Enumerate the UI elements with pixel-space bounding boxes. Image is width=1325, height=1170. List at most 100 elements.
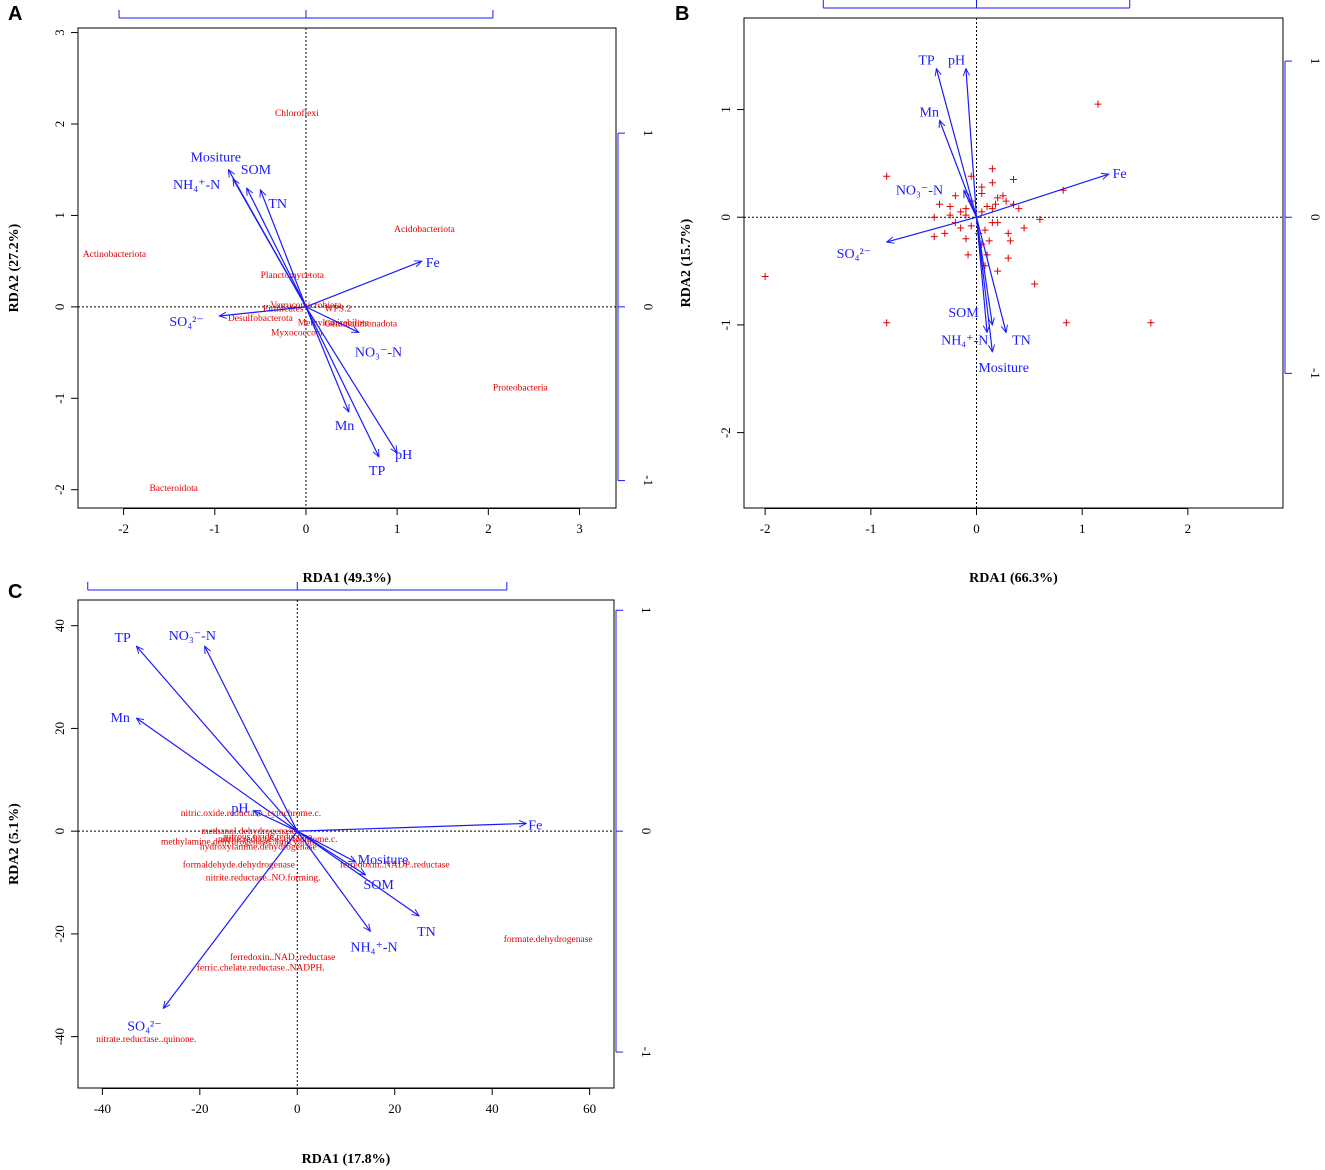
env-arrow-label: SOM <box>948 306 979 321</box>
env-arrow <box>975 217 1007 332</box>
secondary-y-tick-label: -1 <box>641 475 656 486</box>
env-arrow-label: Mositure <box>190 151 241 166</box>
y-tick-label: -2 <box>718 427 733 438</box>
env-arrow-label: Mositure <box>978 361 1029 376</box>
site-point <box>994 219 1002 227</box>
species-label: nitrous.oxide.reductase <box>224 832 312 842</box>
plot-frame <box>743 17 1284 509</box>
env-arrow-label: NO₃⁻-N <box>896 183 943 198</box>
species-label: Myxococcota <box>271 328 323 338</box>
site-point <box>1002 197 1010 205</box>
y-tick-label: 20 <box>52 722 67 735</box>
env-arrow <box>163 830 298 1008</box>
secondary-y-tick-label: 0 <box>641 304 656 311</box>
x-axis-title: RDA1 (49.3%) <box>303 571 392 586</box>
site-point <box>964 251 972 259</box>
species-label: nitrite.reductase..cytochrome.c. <box>218 835 338 845</box>
y-tick-label: 0 <box>52 828 67 835</box>
x-tick-label: -1 <box>209 521 220 536</box>
site-point <box>978 190 986 198</box>
env-arrow-label: pH <box>231 802 248 817</box>
y-tick-label: -2 <box>52 484 67 495</box>
env-arrow-label: TP <box>369 464 386 479</box>
x-tick-label: 60 <box>583 1101 596 1116</box>
env-arrow-label: NO₃⁻-N <box>169 629 216 644</box>
y-axis-title: RDA2 (27.2%) <box>7 223 22 312</box>
env-arrow <box>204 646 298 832</box>
secondary-y-tick-label: 0 <box>639 828 654 835</box>
x-tick-label: 2 <box>485 521 492 536</box>
species-label: ferredoxin..NAD..reductase <box>230 952 336 963</box>
env-arrow <box>219 306 307 316</box>
env-arrow-label: TN <box>417 925 436 940</box>
panel-letter: C <box>8 581 22 603</box>
env-arrow <box>305 306 380 457</box>
site-point <box>1020 224 1028 232</box>
x-tick-label: 0 <box>973 521 980 536</box>
env-arrow <box>246 188 307 308</box>
env-arrow <box>976 174 1109 218</box>
site-point <box>883 172 891 180</box>
env-arrow <box>296 830 419 916</box>
env-arrow <box>963 190 978 218</box>
site-point <box>1062 319 1070 327</box>
site-point <box>957 224 965 232</box>
species-label: ferric.chelate.reductase..NADPH. <box>197 962 325 973</box>
species-label: nitrite.reductase..NO.forming. <box>206 872 321 883</box>
env-arrow-label: NH₄⁺-N <box>941 333 988 348</box>
site-point <box>985 237 993 245</box>
env-arrow-label: TP <box>114 631 131 646</box>
y-tick-label: 0 <box>52 304 67 311</box>
env-arrow <box>966 69 978 218</box>
env-arrow-label: SOM <box>363 878 394 893</box>
species-label: Bacteroidota <box>149 484 198 494</box>
site-point <box>936 200 944 208</box>
y-tick-label: -1 <box>718 320 733 331</box>
env-arrow-label: SOM <box>241 163 272 178</box>
species-label: methanol.dehydrogenase <box>201 827 296 837</box>
site-point <box>962 235 970 243</box>
env-arrow <box>233 179 307 308</box>
y-tick-label: -1 <box>52 393 67 404</box>
x-tick-label: 0 <box>294 1101 301 1116</box>
site-point <box>988 165 996 173</box>
site-point <box>962 211 970 219</box>
site-point <box>988 179 996 187</box>
site-point <box>951 192 959 200</box>
y-axis-title: RDA2 (5.1%) <box>7 803 22 885</box>
species-label: Chloroflexi <box>275 108 319 119</box>
site-point <box>994 267 1002 275</box>
env-arrow-label: NO₃⁻-N <box>355 345 402 360</box>
y-tick-label: 2 <box>52 121 67 128</box>
site-point <box>1015 205 1023 213</box>
site-point <box>1010 176 1017 184</box>
x-tick-label: 1 <box>394 521 401 536</box>
env-arrow-label: TP <box>918 54 935 69</box>
env-arrow-label: Fe <box>528 818 542 833</box>
x-tick-label: -20 <box>191 1101 208 1116</box>
species-label: formate.dehydrogenase <box>504 934 593 945</box>
site-point <box>946 202 954 210</box>
site-point <box>946 211 954 219</box>
species-label: hydroxylamine.dehydrogenase <box>200 843 317 853</box>
env-arrow <box>305 306 397 453</box>
y-tick-label: 3 <box>52 29 67 36</box>
secondary-y-tick-label: 1 <box>1308 58 1323 64</box>
panel-letter: B <box>675 3 689 25</box>
site-point <box>962 205 970 213</box>
site-point <box>761 272 769 280</box>
env-arrow <box>975 217 993 352</box>
species-label: methylamine.dehydrogenase..amicyanin. <box>161 837 317 847</box>
y-tick-label: 1 <box>52 212 67 219</box>
y-tick-label: -40 <box>52 1028 67 1045</box>
env-arrow-label: Mositure <box>358 853 409 868</box>
site-point <box>1094 100 1102 108</box>
panel-b: B -2 -1 0 1 2 -2 -1 0 1 -1 0 1 RDA1 (66.3%) RDA2 (15.7… <box>675 0 1323 586</box>
panel-letter: A <box>8 3 22 25</box>
x-tick-label: -2 <box>118 521 129 536</box>
site-point <box>1006 237 1014 245</box>
x-tick-label: 2 <box>1185 521 1192 536</box>
env-arrow <box>136 646 298 832</box>
site-point <box>967 222 975 230</box>
species-label: Planctomycetota <box>261 271 325 281</box>
